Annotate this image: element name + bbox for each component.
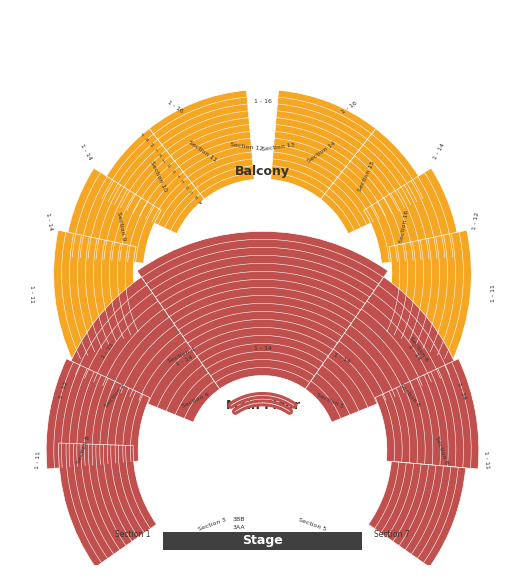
Text: 1 - 12: 1 - 12	[58, 381, 69, 400]
Text: Section 6: Section 6	[398, 382, 421, 408]
Text: 1 - 14: 1 - 14	[254, 346, 271, 351]
Wedge shape	[271, 90, 376, 199]
Wedge shape	[149, 90, 254, 199]
Text: L: L	[153, 146, 157, 151]
Text: Section 8: Section 8	[434, 435, 449, 465]
Text: 3BB: 3BB	[233, 517, 245, 522]
Text: 1 - 12: 1 - 12	[472, 212, 480, 230]
Text: F: F	[175, 172, 180, 177]
Wedge shape	[364, 168, 460, 263]
Text: 1 - 11: 1 - 11	[491, 285, 496, 303]
Text: Section 9: Section 9	[116, 211, 126, 242]
Text: Balcony: Balcony	[235, 165, 290, 178]
Wedge shape	[321, 129, 429, 233]
Text: Stage: Stage	[242, 534, 283, 548]
Text: N: N	[144, 136, 149, 140]
Text: Section 4
1 - 14: Section 4 1 - 14	[167, 347, 198, 369]
Text: Section 2: Section 2	[104, 382, 127, 409]
Wedge shape	[137, 231, 388, 389]
Text: C: C	[188, 188, 193, 193]
Text: Section 12: Section 12	[229, 142, 263, 151]
Text: E: E	[179, 178, 184, 183]
Text: Section 11: Section 11	[188, 140, 218, 164]
Wedge shape	[54, 230, 145, 362]
Wedge shape	[46, 359, 150, 469]
Text: H: H	[166, 162, 171, 167]
Text: B: B	[192, 193, 197, 198]
Text: 1 - 11: 1 - 11	[35, 451, 42, 469]
Wedge shape	[96, 129, 204, 233]
Text: Section 15: Section 15	[358, 161, 376, 193]
Wedge shape	[306, 277, 458, 422]
Text: 1 - 11: 1 - 11	[483, 451, 490, 469]
Text: 1 - 14: 1 - 14	[456, 381, 467, 400]
Text: 1 - 16: 1 - 16	[254, 100, 271, 105]
Wedge shape	[380, 230, 471, 362]
Text: 1 - 14: 1 - 14	[79, 143, 92, 161]
Text: Section 14: Section 14	[307, 140, 337, 164]
Text: Section 13: Section 13	[262, 142, 296, 151]
Text: Main Floor: Main Floor	[226, 399, 299, 412]
Text: G: G	[170, 167, 175, 172]
FancyBboxPatch shape	[163, 532, 362, 549]
Wedge shape	[67, 277, 219, 422]
Text: D: D	[183, 183, 188, 188]
Text: Section 6
1 - 14: Section 6 1 - 14	[404, 336, 429, 365]
Text: Section 4: Section 4	[181, 392, 209, 409]
Text: 1 - 16: 1 - 16	[167, 100, 184, 115]
Text: 1 - 14: 1 - 14	[333, 352, 351, 364]
Text: 1 - 11: 1 - 11	[29, 285, 34, 303]
Text: Section 10: Section 10	[149, 161, 167, 193]
Text: A: A	[197, 198, 202, 204]
Wedge shape	[375, 359, 479, 469]
Text: Section 1: Section 1	[116, 530, 151, 539]
Wedge shape	[65, 168, 161, 263]
Text: 1 - 14: 1 - 14	[45, 212, 52, 230]
Text: Section 16: Section 16	[399, 210, 410, 243]
Text: Section 3: Section 3	[198, 517, 227, 532]
Text: 3AA: 3AA	[233, 525, 245, 530]
Text: 1 - 16: 1 - 16	[341, 100, 358, 115]
Wedge shape	[59, 443, 156, 567]
Text: Section 5: Section 5	[298, 517, 327, 532]
Text: K: K	[157, 151, 162, 156]
Wedge shape	[369, 462, 466, 567]
Text: Section 7: Section 7	[374, 530, 410, 539]
Text: Section 5: Section 5	[316, 392, 344, 409]
Text: J: J	[162, 157, 165, 161]
Text: P: P	[140, 130, 144, 135]
Text: 1 - 14: 1 - 14	[433, 143, 446, 161]
Text: 1 - 15: 1 - 15	[101, 342, 116, 360]
Text: M: M	[148, 140, 153, 146]
Text: Section 8: Section 8	[76, 435, 91, 465]
